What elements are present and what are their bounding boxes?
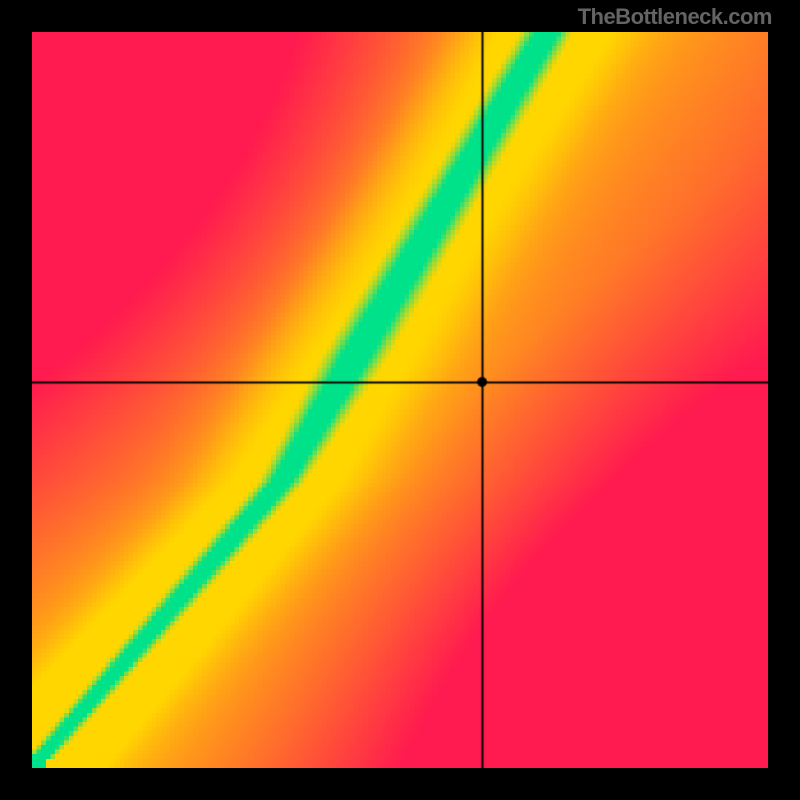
watermark-text: TheBottleneck.com — [578, 4, 772, 30]
chart-container: TheBottleneck.com — [0, 0, 800, 800]
crosshair-overlay — [32, 32, 768, 768]
